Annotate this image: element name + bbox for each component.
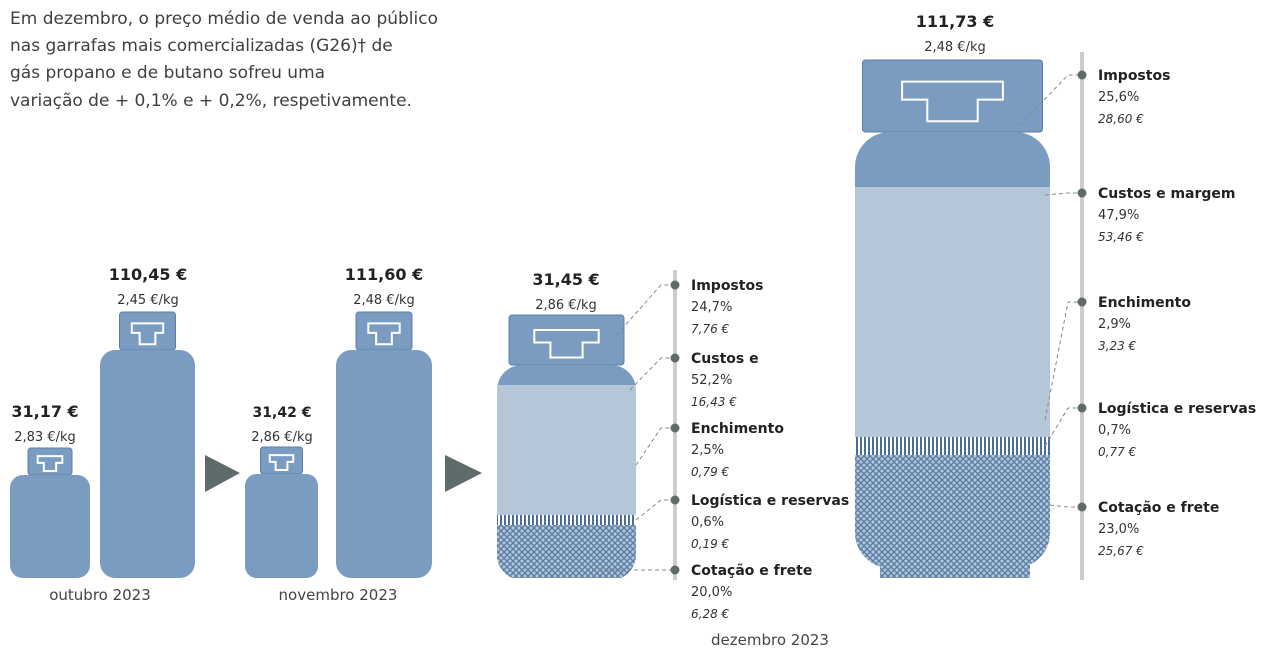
leader-line [1050,505,1082,507]
dot [1078,503,1087,512]
component-share: 0,7% [1098,423,1131,438]
component-amount: 53,46 € [1098,230,1144,244]
component-share: 23,0% [1098,522,1139,537]
component-name: Impostos [1098,68,1170,84]
intro-line: variação de + 0,1% e + 0,2%, respetivame… [10,91,412,111]
leader-line [1045,193,1082,195]
bottle-layer [855,455,1050,578]
price: 111,73 € [916,12,994,31]
bottle-layer [855,187,1050,437]
bottle-layers [497,365,636,578]
component-amount: 25,67 € [1098,544,1144,558]
bottle-layer [497,385,636,515]
price: 110,45 € [109,265,187,284]
intro: Em dezembro, o preço médio de venda ao p… [10,9,438,111]
intro-line: nas garrafas mais comercializadas (G26)†… [10,36,393,56]
dot [1078,189,1087,198]
dot [671,281,680,290]
price: 31,17 € [11,402,78,421]
component-name: Custos e [691,351,759,367]
leader-line [1045,408,1082,446]
bottle-layer [855,132,1050,187]
infographic: Em dezembro, o preço médio de venda ao p… [0,0,1263,653]
month-label: novembro 2023 [279,586,398,604]
component-amount: 3,23 € [1098,339,1137,353]
component-share: 20,0% [691,585,732,600]
bottle-body [336,350,432,578]
dot [671,566,680,575]
leader-line [630,358,675,390]
price: 31,45 € [532,270,599,289]
leader-line [1045,302,1082,420]
month-label: dezembro 2023 [711,631,829,649]
month-label: outubro 2023 [49,586,151,604]
bottle-body [100,350,195,578]
component-name: Custos e margem [1098,186,1236,202]
component-name: Logística e reservas [691,493,849,509]
leader-line [636,428,675,465]
component-name: Impostos [691,278,763,294]
component-amount: 0,77 € [1098,445,1137,459]
bottle-layer [497,515,636,525]
component-share: 0,6% [691,515,724,530]
price-per-kg: 2,86 €/kg [535,298,597,313]
bottle-body [10,475,90,578]
dot [1078,404,1087,413]
component-amount: 16,43 € [691,395,737,409]
price: 111,60 € [345,265,423,284]
leader-line [636,500,675,520]
bottle-layer [855,437,1050,455]
bottle-layer [497,365,636,385]
dot [1078,71,1087,80]
component-name: Enchimento [691,421,784,437]
price-per-kg: 2,48 €/kg [924,40,986,55]
price-per-kg: 2,83 €/kg [14,430,76,445]
component-share: 2,5% [691,443,724,458]
price-per-kg: 2,45 €/kg [117,293,179,308]
bottle-layers [855,132,1050,578]
arrow [445,455,482,492]
component-name: Logística e reservas [1098,401,1256,417]
component-amount: 0,79 € [691,465,730,479]
dot [1078,298,1087,307]
price-per-kg: 2,48 €/kg [353,293,415,308]
component-name: Enchimento [1098,295,1191,311]
component-share: 2,9% [1098,317,1131,332]
component-name: Cotação e frete [691,563,812,579]
price: 31,42 € [253,405,312,421]
dot [671,424,680,433]
component-amount: 0,19 € [691,537,730,551]
component-amount: 6,28 € [691,607,730,621]
arrow [205,455,240,492]
component-share: 52,2% [691,373,732,388]
component-share: 47,9% [1098,208,1139,223]
price-per-kg: 2,86 €/kg [251,430,313,445]
dot [671,496,680,505]
dot [671,354,680,363]
component-name: Cotação e frete [1098,500,1219,516]
component-amount: 28,60 € [1098,112,1144,126]
intro-line: Em dezembro, o preço médio de venda ao p… [10,9,438,29]
component-share: 25,6% [1098,90,1139,105]
component-share: 24,7% [691,300,732,315]
bottle-body [245,474,318,578]
component-amount: 7,76 € [691,322,730,336]
intro-line: gás propano e de butano sofreu uma [10,63,325,83]
